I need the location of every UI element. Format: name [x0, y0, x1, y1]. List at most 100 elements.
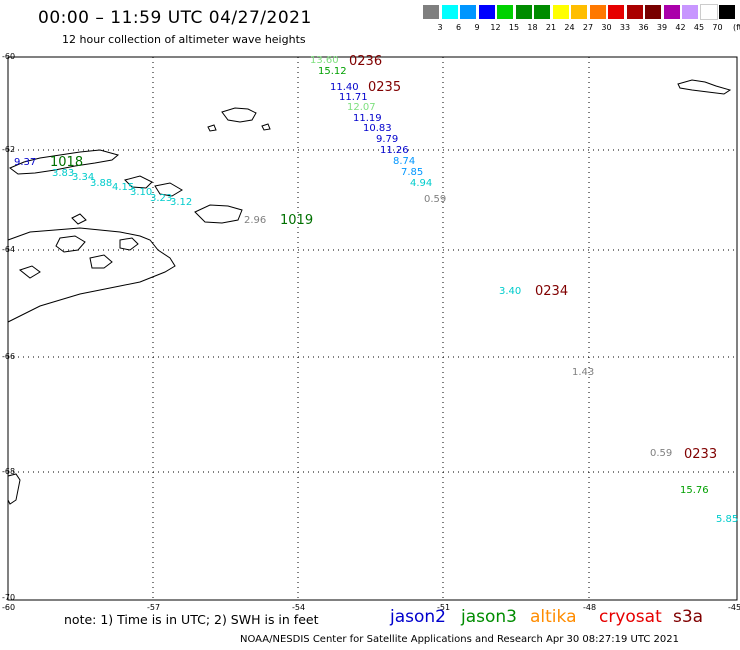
legend-jason3: jason3: [461, 607, 517, 627]
wave-height-label: 3.83: [52, 168, 75, 179]
pass-time-label: 0233: [684, 447, 718, 462]
scale-swatch: [645, 5, 661, 19]
scale-swatch: [571, 5, 587, 19]
scale-swatch: [663, 5, 680, 19]
island-small-1: [124, 175, 153, 189]
wave-height-label: 12.07: [347, 102, 376, 113]
scale-label: 42: [675, 23, 686, 32]
scale-label: 33: [619, 23, 631, 32]
lon-label: -45: [728, 603, 740, 612]
lat-label: -66: [2, 352, 16, 361]
scale-swatch: [626, 5, 643, 19]
island-king-george: [9, 149, 120, 175]
wave-height-label: 3.23: [150, 193, 173, 204]
pass-time-label: 1019: [280, 213, 314, 228]
island-joinville: [194, 204, 243, 224]
scale-label: 45: [693, 23, 705, 32]
wave-height-label: 5.85: [716, 514, 739, 525]
scale-swatch: [719, 5, 735, 19]
scale-swatch: [441, 5, 458, 19]
wave-height-label: 13.60: [310, 55, 339, 66]
wave-height-label: 11.71: [339, 92, 368, 103]
note-text: note: 1) Time is in UTC; 2) SWH is in fe…: [64, 612, 319, 627]
pass-time-label: 0236: [349, 54, 383, 69]
pass-time-label: 0234: [535, 284, 569, 299]
lat-label: -68: [2, 467, 16, 476]
wave-height-label: 10.83: [363, 123, 392, 134]
chart-subtitle: 12 hour collection of altimeter wave hei…: [62, 33, 306, 46]
scale-swatch: [608, 5, 624, 19]
island-small-2: [154, 182, 183, 197]
wave-height-label: 11.26: [380, 145, 409, 156]
scale-label: 27: [582, 23, 594, 32]
wave-height-label: 15.76: [680, 485, 709, 496]
scale-label: 3: [437, 23, 443, 32]
wave-height-label: 3.34: [72, 172, 95, 183]
scale-swatch: [552, 5, 569, 19]
island-elephant: [221, 107, 257, 123]
scale-label: 18: [527, 23, 538, 32]
wave-height-label: 15.12: [318, 66, 347, 77]
pass-time-label: 1018: [50, 155, 84, 170]
lon-label: -48: [583, 603, 597, 612]
lon-label: -51: [437, 603, 451, 612]
chart-title: 00:00 – 11:59 UTC 04/27/2021: [38, 8, 312, 28]
scale-label: 6: [455, 23, 462, 32]
scale-swatch: [682, 5, 698, 19]
wave-height-label: 4.94: [410, 178, 433, 189]
scale-label: 12: [490, 23, 501, 32]
wave-height-label: 0.59: [650, 448, 673, 459]
scale-label: 15: [508, 23, 520, 32]
island-south-orkney: [677, 79, 732, 95]
scale-unit: (ft): [732, 23, 740, 32]
scale-label: 24: [564, 23, 575, 32]
legend-s3a: s3a: [673, 607, 704, 627]
lon-label: -54: [292, 603, 306, 612]
wave-height-label: 9.79: [376, 134, 399, 145]
scale-label: 70: [712, 23, 723, 32]
scale-swatch: [699, 4, 718, 20]
map-frame: [7, 56, 738, 601]
wave-height-label: 11.40: [330, 82, 359, 93]
wave-height-label: 11.19: [353, 113, 382, 124]
lat-label: -60: [2, 52, 16, 61]
scale-swatch: [423, 5, 439, 19]
antarctic-peninsula: [7, 227, 176, 323]
wave-height-label: 3.10: [130, 187, 153, 198]
pass-time-label: 0235: [368, 80, 402, 95]
legend-jason2: jason2: [390, 607, 446, 627]
coastline: [7, 79, 732, 505]
scale-swatch: [478, 5, 495, 19]
wave-height-label: 2.96: [244, 215, 267, 226]
scale-label: 9: [474, 23, 480, 32]
legend-cryosat: cryosat: [599, 607, 662, 627]
graticule: [8, 57, 737, 600]
lat-label: -64: [2, 245, 16, 254]
wave-height-label: 8.74: [393, 156, 416, 167]
wave-height-label: 3.40: [499, 286, 522, 297]
island-south: [7, 473, 21, 505]
lat-label: -70: [2, 593, 16, 602]
scale-label: 30: [601, 23, 612, 32]
scale-label: 36: [638, 23, 649, 32]
lat-label: -62: [2, 145, 16, 154]
lon-label: -60: [2, 603, 16, 612]
wave-height-label: 7.85: [401, 167, 424, 178]
footer-credit: NOAA/NESDIS Center for Satellite Applica…: [240, 634, 679, 645]
lon-label: -57: [147, 603, 161, 612]
scale-swatch: [534, 5, 550, 19]
wave-height-label: 4.15: [112, 182, 135, 193]
scale-label: 39: [656, 23, 668, 32]
scale-swatch: [589, 5, 606, 19]
scale-swatch: [515, 5, 532, 19]
legend-altika: altika: [530, 607, 577, 627]
wave-height-label: 1.43: [572, 367, 595, 378]
wave-height-label: 3.12: [170, 197, 193, 208]
scale-swatch: [460, 5, 476, 19]
wave-height-label: 3.88: [90, 178, 113, 189]
scale-swatch: [497, 5, 513, 19]
wave-height-label: 0.59: [424, 194, 447, 205]
wave-height-label: 9.37: [14, 157, 37, 168]
scale-label: 21: [545, 23, 557, 32]
